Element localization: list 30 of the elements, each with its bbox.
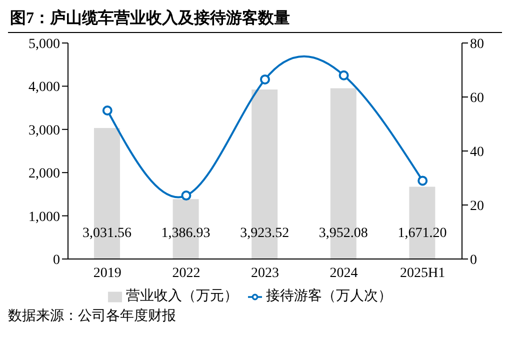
point: [260, 74, 270, 84]
point: [181, 190, 192, 201]
y2-tick-label: 0: [470, 252, 477, 268]
y2-tick-label: 40: [470, 144, 484, 160]
point: [338, 70, 349, 80]
data-label: 1,671.20: [398, 226, 447, 241]
data-label: 3,952.08: [318, 226, 368, 241]
x-tick-label: 2024: [330, 266, 358, 281]
x-tick-label: 2025H1: [400, 266, 446, 281]
data-label: 1,386.93: [161, 226, 210, 241]
y-tick-label: 3,000: [28, 123, 60, 138]
y-tick-label: 5,000: [28, 36, 60, 52]
source-note: 数据来源：公司各年度财报: [8, 307, 177, 325]
x-tick-label: 2022: [172, 266, 200, 281]
data-label: 3,031.56: [82, 226, 132, 241]
y-tick-label: 2,000: [28, 166, 60, 182]
x-tick-label: 2023: [251, 266, 279, 281]
legend-label: 接待游客（万人次）: [266, 289, 392, 304]
y-tick-label: 1,000: [28, 210, 60, 225]
chart-title: 图7：庐山缆车营业收入及接待游客数量: [8, 8, 502, 33]
y2-tick-label: 80: [470, 36, 484, 52]
y-tick-label: 0: [53, 252, 60, 268]
y-tick-label: 4,000: [28, 80, 60, 96]
point: [418, 176, 428, 186]
data-label: 3,923.52: [240, 226, 290, 241]
legend-label: 营业收入（万元）: [126, 289, 238, 304]
point: [102, 106, 112, 116]
y2-tick-label: 60: [470, 90, 484, 106]
y2-tick-label: 20: [470, 198, 484, 214]
x-tick-label: 2019: [93, 266, 122, 281]
